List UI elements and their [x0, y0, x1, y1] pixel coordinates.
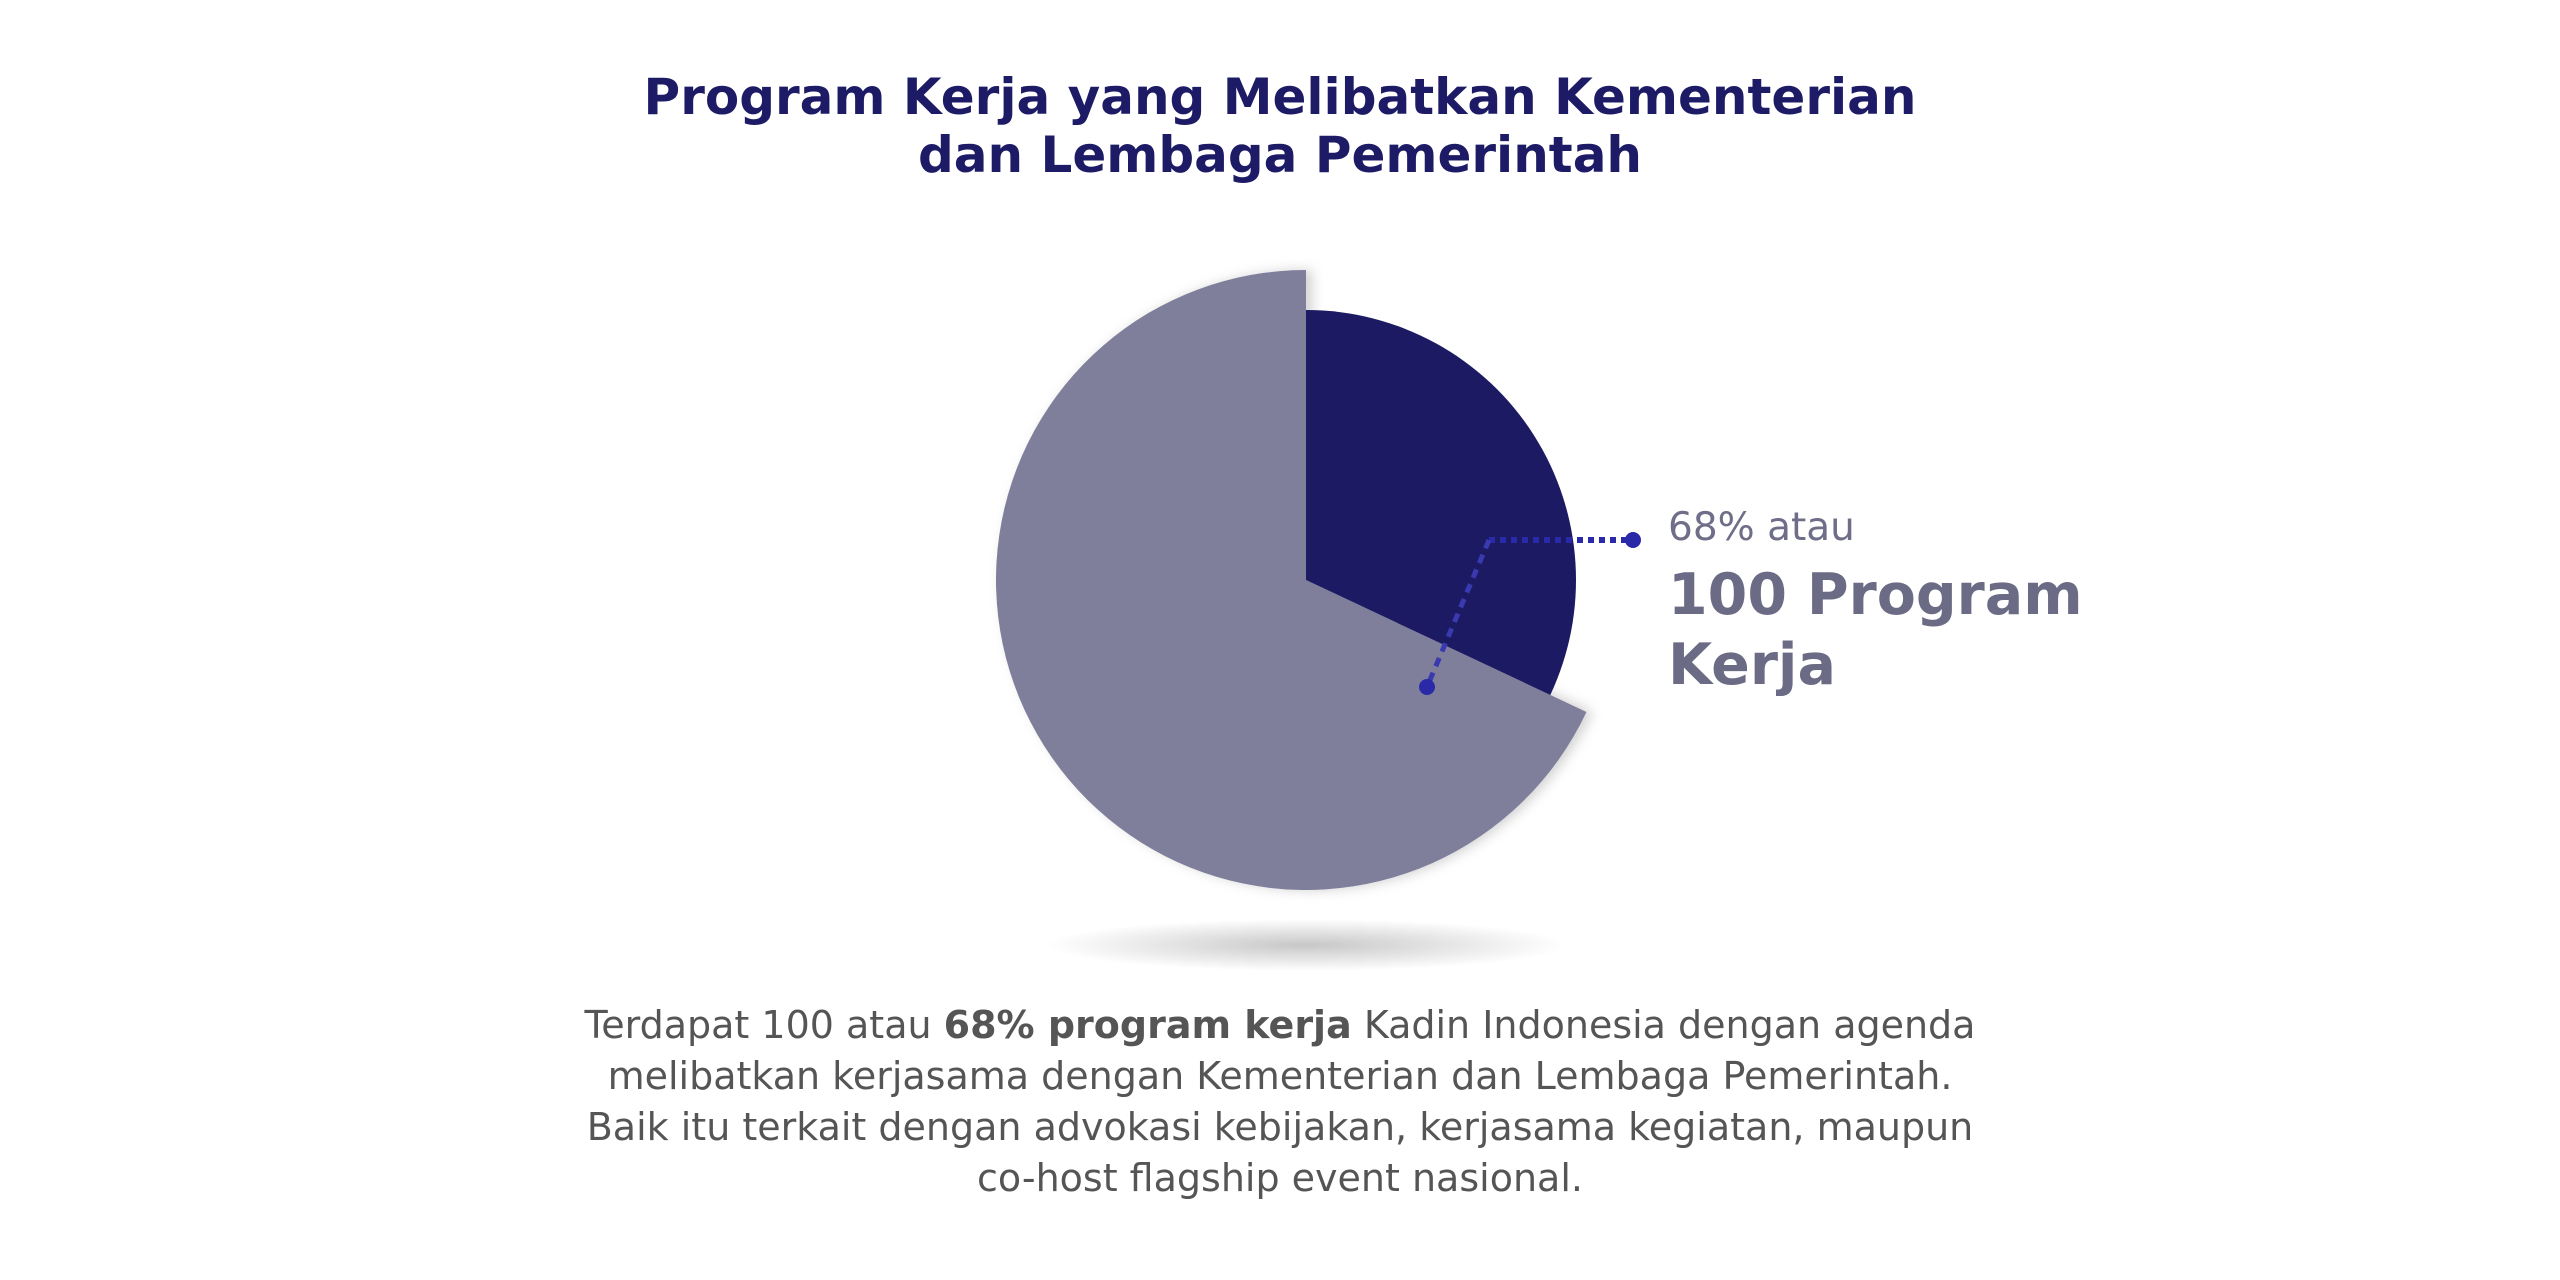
leader-dot-end	[1625, 532, 1641, 548]
chart-title-line-2: dan Lembaga Pemerintah	[917, 126, 1643, 184]
pie-slice-32	[1306, 310, 1576, 695]
description-text: Kadin Indonesia dengan agenda	[1351, 1003, 1976, 1047]
annotation-percent: 68% atau	[1668, 505, 1855, 550]
pie-slice-68	[995, 270, 1587, 890]
description-line-2: melibatkan kerjasama dengan Kementerian …	[607, 1054, 1953, 1098]
leader-dot-start	[1419, 679, 1435, 695]
description-text: Terdapat 100 atau	[584, 1003, 944, 1047]
chart-title: Program Kerja yang Melibatkan Kementeria…	[0, 68, 2560, 184]
annotation-count: 100 Program Kerja	[1668, 560, 2083, 700]
annotation-count-line-2: Kerja	[1668, 632, 1836, 698]
pie-floor-shadow	[1046, 919, 1566, 971]
description-line-3: Baik itu terkait dengan advokasi kebijak…	[586, 1105, 1974, 1149]
chart-title-line-1: Program Kerja yang Melibatkan Kementeria…	[643, 68, 1917, 126]
description-highlight: 68% program kerja	[943, 1003, 1352, 1047]
leader-line	[1419, 532, 1641, 695]
description: Terdapat 100 atau 68% program kerja Kadi…	[0, 1000, 2560, 1204]
description-line-4: co-host flagship event nasional.	[977, 1156, 1583, 1200]
description-line-1: Terdapat 100 atau 68% program kerja Kadi…	[0, 1000, 2560, 1051]
annotation-count-line-1: 100 Program	[1668, 562, 2083, 628]
